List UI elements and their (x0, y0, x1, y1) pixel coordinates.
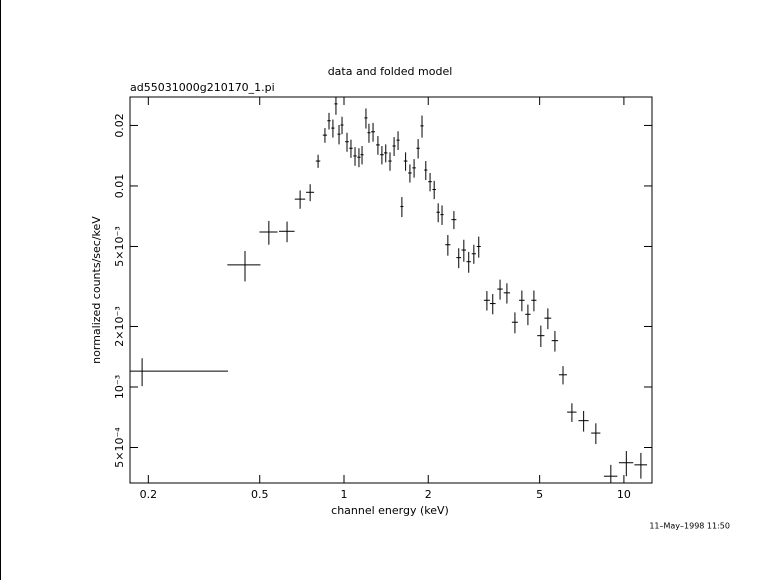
y-tick-label: 10⁻³ (113, 375, 126, 399)
chart-subtitle: ad55031000g210170_1.pi (130, 81, 275, 94)
x-tick-label: 5 (536, 488, 543, 501)
x-tick-label: 1 (340, 488, 347, 501)
y-tick-label: 0.01 (113, 174, 126, 199)
x-tick-label: 2 (425, 488, 432, 501)
y-axis-label: normalized counts/sec/keV (90, 216, 103, 364)
y-tick-label: 0.02 (113, 113, 126, 137)
plot-frame (129, 96, 653, 484)
y-tick-label: 5×10⁻³ (113, 226, 126, 266)
y-tick-label: 2×10⁻³ (113, 306, 126, 346)
x-tick-label: 0.2 (140, 488, 158, 501)
x-axis-label: channel energy (keV) (331, 504, 449, 517)
x-tick-label: 10 (617, 488, 631, 501)
timestamp: 11–May–1998 11:50 (649, 522, 730, 531)
x-tick-label: 0.5 (251, 488, 269, 501)
chart-title: data and folded model (328, 65, 453, 78)
y-tick-label: 5×10⁻⁴ (113, 427, 126, 468)
data-layer (130, 97, 648, 483)
